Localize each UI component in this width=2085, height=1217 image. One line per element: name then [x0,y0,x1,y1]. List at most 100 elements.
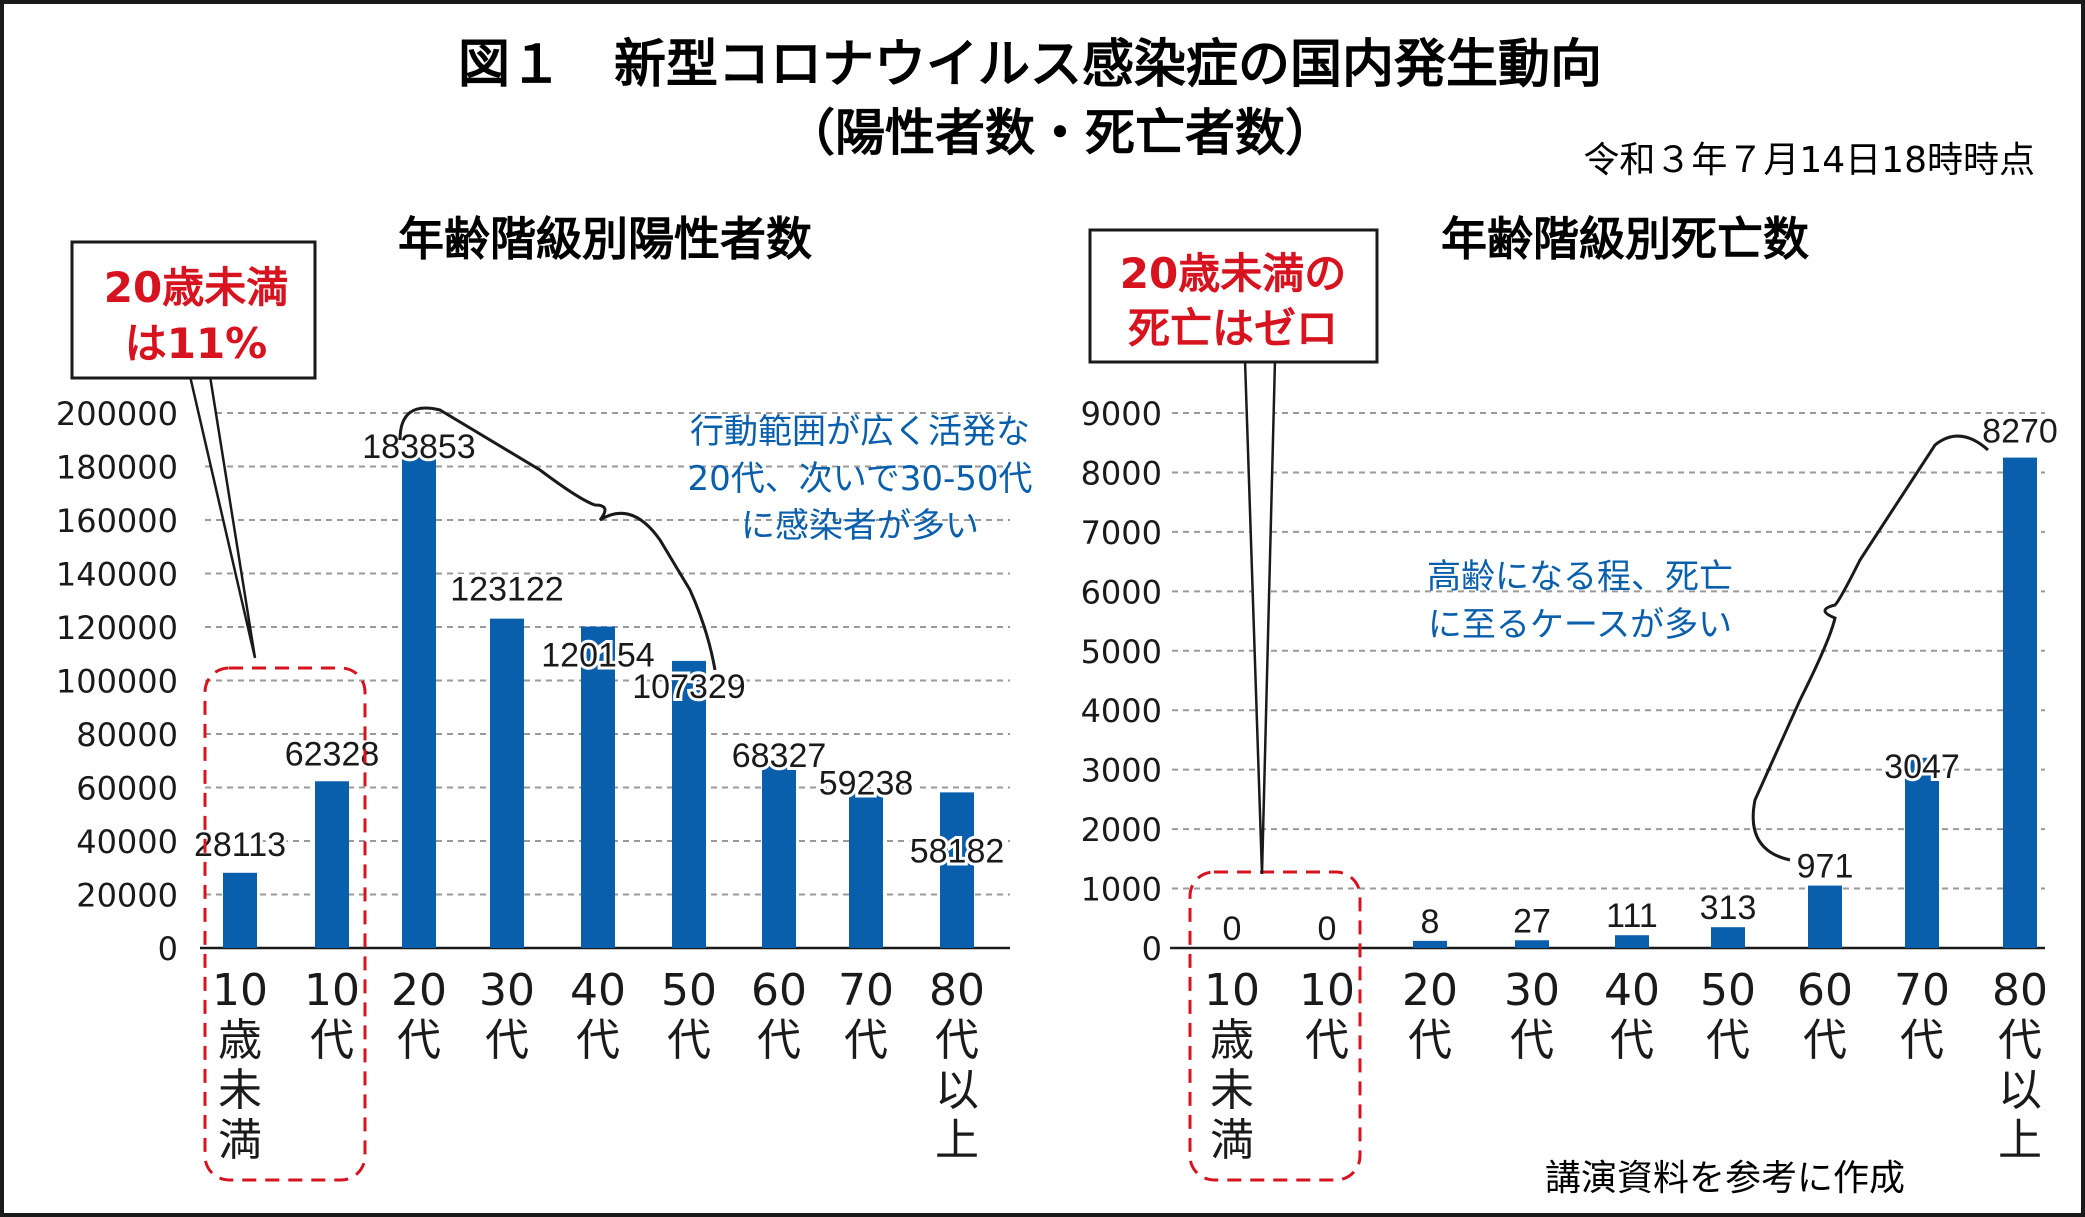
bar [402,456,436,948]
chart-title: 年齢階級別陽性者数 [398,212,812,266]
value-label: 183853 [362,428,475,466]
note-line-3: に感染者が多い [741,506,979,546]
callout-line-1: 20歳未満 [104,263,288,312]
x-tick-label: 代 [1510,1015,1554,1066]
value-label: 120154 [541,637,654,675]
bar [849,789,883,948]
figure-title: 図１ 新型コロナウイルス感染症の国内発生動向 [458,35,1602,95]
x-tick-label: 40 [1604,965,1660,1016]
bar [581,626,615,948]
bar [315,781,349,948]
value-label: 111 [1606,897,1658,935]
x-tick-label: 10 [1299,965,1355,1016]
value-label: 3047 [1884,748,1960,786]
x-tick-label: 10 [1204,965,1260,1016]
x-tick-label: 代 [1408,1015,1452,1066]
y-tick-label: 0 [158,930,178,968]
y-tick-label: 2000 [1081,811,1162,849]
bar [1711,927,1745,948]
y-axis: 0 1000 2000 3000 4000 5000 6000 7000 8000 9000 [1081,395,1162,968]
deaths-chart: 年齢階級別死亡数 0100020003000400050006000700080… [1081,212,2061,1182]
bar [223,872,257,948]
bars [1413,457,2037,948]
under-20-highlight-box [1188,870,1362,1182]
value-label: 107329 [632,668,745,706]
x-tick-label: 上 [935,1115,979,1166]
x-tick-label: 代 [844,1015,888,1066]
callout-pointer [188,375,257,659]
y-tick-label: 100000 [56,663,178,701]
chart-title: 年齢階級別死亡数 [1441,212,1809,266]
value-label: 971 [1797,848,1854,886]
value-label: 58182 [910,832,1005,870]
y-tick-label: 160000 [56,502,178,540]
x-tick-label: 代 [576,1015,620,1066]
x-tick-label: 10 [212,965,268,1016]
callout-line-2: 死亡はゼロ [1128,304,1338,353]
x-tick-label: 満 [218,1115,262,1166]
bar [672,660,706,948]
value-label: 8270 [1982,413,2058,451]
value-label: 8 [1421,903,1440,941]
figure-subtitle: （陽性者数・死亡者数） [785,104,1335,162]
x-tick-label: 10 [304,965,360,1016]
grouping-brace [398,406,717,671]
x-tick-label: 以 [1998,1065,2042,1116]
x-tick-label: 代 [757,1015,801,1066]
bars [223,456,974,948]
callout-pointer [1243,359,1277,875]
source-note: 講演資料を参考に作成 [1545,1158,1905,1199]
y-tick-label: 5000 [1081,633,1162,671]
x-tick-label: 代 [1998,1015,2042,1066]
note-line-2: に至るケースが多い [1428,605,1732,645]
x-tick-label: 80 [1992,965,2048,1016]
value-labels: 2811362328183853123122120154107329683275… [191,425,1007,873]
callout-line-1: 20歳未満の [1120,249,1346,298]
x-tick-label: 20 [1402,965,1458,1016]
x-tick-label: 代 [1706,1015,1750,1066]
x-tick-label: 代 [1610,1015,1654,1066]
x-tick-label: 代 [485,1015,529,1066]
value-label: 313 [1700,889,1757,927]
x-tick-label: 50 [1700,965,1756,1016]
y-tick-label: 20000 [76,877,178,915]
value-label: 59238 [819,765,914,803]
y-tick-label: 80000 [76,716,178,754]
x-tick-label: 40 [570,965,626,1016]
x-tick-label: 50 [661,965,717,1016]
bar [1808,885,1842,948]
y-axis: 0 20000 40000 60000 80000 100000 120000 140000 1… [56,395,178,968]
grouping-brace [1751,434,1989,862]
x-tick-label: 未 [218,1065,262,1116]
x-tick-label: 代 [310,1015,354,1066]
bar [1413,940,1447,948]
y-tick-label: 0 [1142,930,1162,968]
value-labels: 0 0 8 27 111 313 971 3047 8270 [1220,410,2061,951]
y-tick-label: 200000 [56,395,178,433]
value-label: 0 [1318,910,1337,948]
note-line-1: 高齢になる程、死亡 [1427,557,1733,597]
y-tick-label: 4000 [1081,692,1162,730]
x-tick-label: 満 [1210,1115,1254,1166]
bar [1515,940,1549,948]
x-tick-label: 以 [935,1065,979,1116]
x-tick-label: 30 [1504,965,1560,1016]
value-label: 0 [1223,910,1242,948]
date-label: 令和３年７月14日18時時点 [1583,140,2035,181]
y-tick-label: 40000 [76,823,178,861]
x-tick-label: 60 [1797,965,1853,1016]
x-tick-label: 80 [929,965,985,1016]
x-tick-label: 60 [751,965,807,1016]
note-line-2: 20代、次いで30-50代 [687,459,1032,499]
under-20-highlight-box [203,666,367,1182]
x-tick-label: 70 [1894,965,1950,1016]
bar [1615,935,1649,948]
bar [940,792,974,948]
x-tick-label: 代 [397,1015,441,1066]
callout-line-2: は11% [125,319,268,368]
